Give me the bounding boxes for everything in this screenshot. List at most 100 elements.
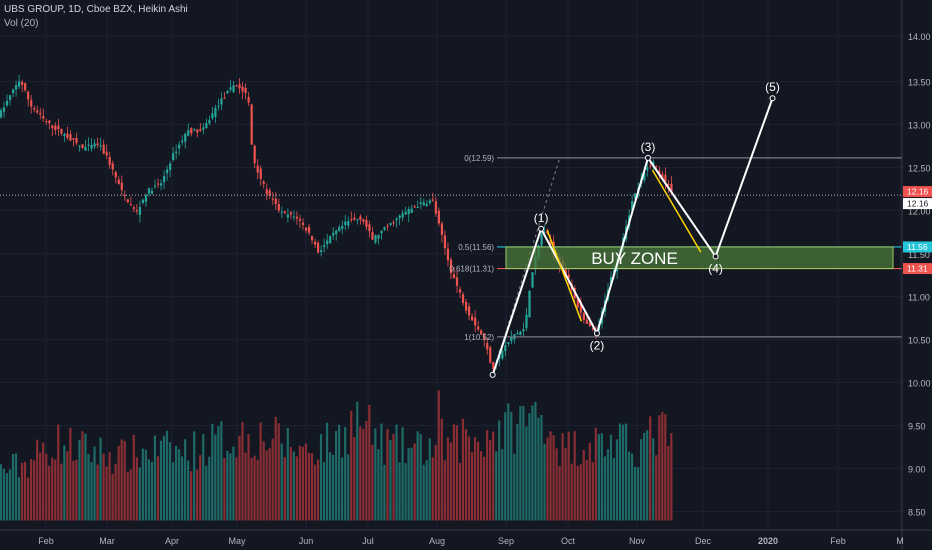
volume-bar (470, 451, 474, 521)
y-tick-label: 10.50 (908, 336, 931, 346)
candle-body (283, 211, 286, 213)
candle-body (184, 134, 187, 142)
candle-body (386, 225, 389, 227)
candle-body (564, 268, 567, 276)
volume-bar (621, 424, 625, 521)
candle-body (477, 326, 480, 330)
volume-bar (531, 405, 534, 521)
volume-bar (111, 473, 114, 521)
volume-bar (199, 455, 202, 521)
fibonacci-retracement: 0(12.59) 0.5(11.56) 0.618(11.31) 1(10.52) BU… (449, 154, 902, 376)
volume-bar (117, 445, 120, 521)
volume-bar (5, 473, 9, 521)
volume-bar (253, 455, 256, 521)
candle-body (398, 215, 401, 219)
volume-bar (229, 453, 232, 521)
volume-bar (36, 439, 39, 521)
volume-bar (594, 427, 597, 521)
volume-bar (268, 448, 271, 521)
volume-bar (537, 417, 540, 521)
candle-body (229, 87, 232, 90)
volume-bar (374, 428, 377, 521)
candle-body (443, 235, 447, 249)
candle-body (81, 144, 84, 149)
candle-body (304, 227, 308, 231)
volume-bar (338, 424, 341, 521)
volume-bar (516, 423, 519, 521)
wave-label: (4) (708, 261, 723, 275)
volume-bar (458, 462, 462, 521)
crosshair-price-tag (903, 198, 932, 210)
volume-bar (235, 457, 238, 521)
volume-bar (603, 456, 606, 521)
volume-bar (353, 437, 356, 521)
volume-bar (652, 438, 655, 521)
volume-bar (392, 433, 395, 521)
candle-body (567, 274, 570, 279)
volume-bar (504, 412, 507, 521)
candle-body (371, 232, 374, 240)
volume-bar (226, 450, 229, 521)
volume-bar (238, 435, 241, 521)
volume-bar (39, 452, 42, 521)
volume-bar (573, 431, 576, 521)
candle-body (486, 342, 489, 350)
candle-body (492, 361, 495, 369)
wave-point-marker (593, 330, 600, 337)
last-price-tag (903, 186, 932, 198)
volume-bar (335, 430, 338, 521)
volume-bar (386, 429, 389, 521)
candle-body (655, 166, 658, 168)
volume-bar (389, 439, 392, 521)
volume-bar (181, 456, 184, 521)
candle-body (377, 235, 380, 239)
volume-bar (489, 439, 492, 521)
candle-body (289, 212, 293, 215)
volume-bar (649, 416, 652, 521)
candle-body (99, 145, 102, 147)
candle-body (241, 86, 244, 92)
volume-bar (211, 423, 214, 521)
volume-bar (486, 430, 489, 521)
x-tick-label: Dec (695, 536, 712, 546)
candle-body (141, 199, 145, 203)
elliott-wave-drawing: (1) (2) (3) (4) (5) (489, 80, 780, 378)
candle-body (395, 218, 398, 221)
candlestick-series (0, 74, 673, 371)
candle-body (410, 208, 413, 213)
volume-bar (519, 406, 522, 521)
volume-bar (615, 439, 619, 521)
volume-bar (643, 433, 646, 521)
volume-bar (404, 463, 407, 521)
candle-body (359, 216, 362, 220)
volume-bar (48, 465, 51, 521)
volume-bar (495, 451, 498, 521)
wave-label: (3) (641, 140, 656, 154)
volume-bar (670, 433, 673, 521)
volume-bar (664, 414, 667, 521)
wave-point-marker (489, 371, 496, 378)
volume-bar (576, 465, 579, 521)
volume-bar (600, 433, 603, 521)
volume-bar (280, 443, 283, 521)
candle-body (661, 174, 664, 179)
volume-bar (138, 467, 141, 521)
candle-body (458, 289, 462, 293)
x-tick-label: Oct (561, 536, 576, 546)
volume-bar (561, 433, 564, 521)
volume-bar (661, 411, 664, 521)
y-tick-label: 10.00 (908, 379, 931, 389)
volume-indicator-label: Vol (20) (4, 18, 39, 29)
candle-body (51, 125, 54, 129)
volume-bar (30, 459, 33, 521)
candle-body (522, 329, 525, 332)
volume-bar (90, 462, 93, 521)
volume-bar (108, 452, 111, 521)
candle-body (543, 231, 546, 233)
volume-bar (259, 422, 262, 521)
fib-level-label: 0.618(11.31) (449, 265, 494, 274)
candle-body (579, 302, 582, 313)
candle-body (75, 138, 78, 144)
